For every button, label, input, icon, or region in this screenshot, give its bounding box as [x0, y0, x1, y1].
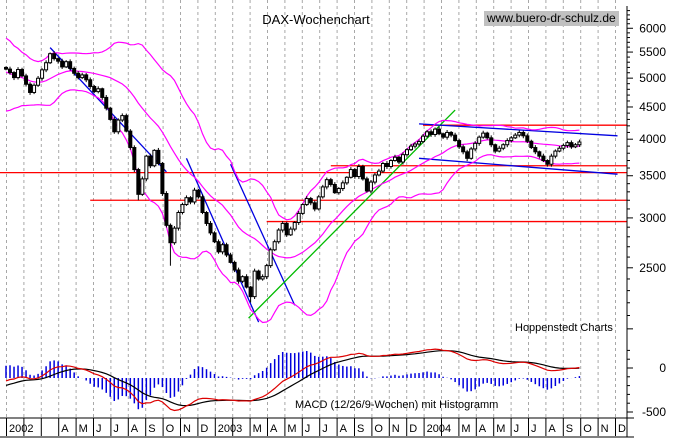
- macd-tick-label: 0: [659, 361, 666, 375]
- price-tick-label: 5000: [639, 71, 666, 85]
- support-resistance-lines: [0, 124, 627, 223]
- month-label: J: [113, 423, 119, 435]
- month-label: O: [166, 423, 175, 435]
- month-label: N: [601, 423, 609, 435]
- support-line-2004: [418, 157, 618, 175]
- month-label: A: [270, 423, 278, 435]
- month-label: A: [548, 423, 556, 435]
- month-label: J: [322, 423, 328, 435]
- month-label: O: [583, 423, 592, 435]
- brand-label: Hoppenstedt Charts: [515, 322, 613, 334]
- price-tick-label: 2500: [639, 261, 666, 275]
- bollinger-bands: [5, 37, 580, 324]
- macd-panel: [5, 348, 581, 412]
- chart-title: DAX-Wochenchart: [262, 12, 370, 27]
- month-label: D: [200, 423, 208, 435]
- price-tick-label: 4500: [639, 100, 666, 114]
- month-label: S: [357, 423, 364, 435]
- month-label: J: [514, 423, 520, 435]
- month-label: N: [392, 423, 400, 435]
- price-axis: 6000 5500 5000 4500 4000 3500 3000 2500 0 -500: [0, 6, 666, 438]
- month-label: S: [566, 423, 573, 435]
- month-label: M: [253, 423, 262, 435]
- month-label: M: [496, 423, 505, 435]
- candlesticks: [4, 51, 582, 303]
- month-label: A: [340, 423, 348, 435]
- month-label: A: [131, 423, 139, 435]
- price-tick-label: 6000: [639, 21, 666, 35]
- month-label: N: [183, 423, 191, 435]
- year-label: 2002: [9, 423, 33, 435]
- month-label: D: [409, 423, 417, 435]
- month-label: D: [618, 423, 626, 435]
- month-label: O: [374, 423, 383, 435]
- time-axis: 2002 A M J J A S O N D 2003 M A M J J A S O N D 2004 M A M J J A S O N…: [6, 418, 628, 436]
- month-label: J: [96, 423, 102, 435]
- watermark-badge: www.buero-dr-schulz.de: [484, 11, 619, 26]
- downtrend-2002-2003: [185, 158, 260, 323]
- macd-indicator-label: MACD (12/26/9-Wochen) mit Histogramm: [295, 399, 499, 411]
- price-tick-label: 3500: [639, 169, 666, 183]
- month-label: A: [479, 423, 487, 435]
- month-gridlines: [6, 0, 616, 418]
- uptrend-2003-2004: [248, 109, 456, 319]
- month-label: M: [287, 423, 296, 435]
- year-label: 2004: [427, 423, 451, 435]
- month-label: J: [531, 423, 537, 435]
- month-label: M: [79, 423, 88, 435]
- price-tick-label: 4000: [639, 132, 666, 146]
- year-label: 2003: [218, 423, 242, 435]
- macd-tick-label: -500: [642, 405, 666, 419]
- month-label: S: [148, 423, 155, 435]
- month-label: J: [305, 423, 311, 435]
- price-tick-label: 3000: [639, 211, 666, 225]
- resistance-line-2004: [418, 123, 618, 137]
- month-label: A: [61, 423, 69, 435]
- price-tick-label: 5500: [639, 45, 666, 59]
- month-label: M: [461, 423, 470, 435]
